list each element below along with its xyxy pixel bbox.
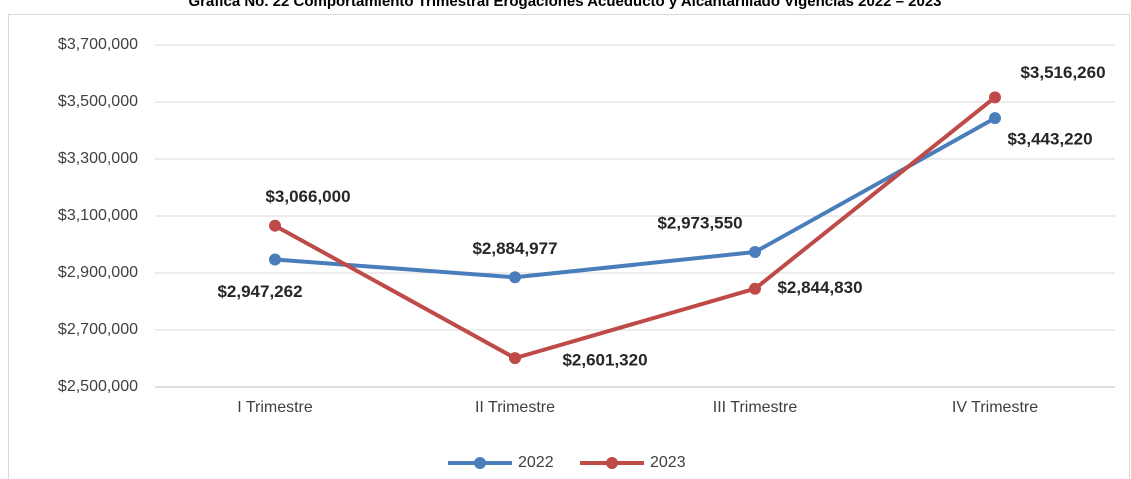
data-point	[989, 112, 1001, 125]
y-tick-label: $2,900,000	[58, 264, 138, 281]
data-label: $2,973,550	[657, 214, 742, 233]
x-tick-label: II Trimestre	[475, 399, 555, 416]
y-tick-label: $3,300,000	[58, 150, 138, 167]
x-tick-label: III Trimestre	[713, 399, 798, 416]
data-point	[749, 282, 761, 295]
chart-frame	[8, 14, 1130, 479]
y-tick-label: $2,700,000	[58, 321, 138, 338]
series-line	[274, 116, 996, 280]
data-label: $2,884,977	[472, 239, 557, 258]
data-label: $2,947,262	[217, 282, 302, 301]
data-point	[989, 91, 1001, 104]
legend-marker	[606, 457, 618, 469]
legend-marker	[474, 457, 486, 469]
data-label: $3,443,220	[1007, 130, 1092, 149]
data-point	[509, 271, 521, 284]
x-tick-label: I Trimestre	[237, 399, 313, 416]
chart-title: Gráfica No. 22 Comportamiento Trimestral…	[188, 0, 941, 10]
data-point	[269, 219, 281, 232]
x-tick-label: IV Trimestre	[952, 399, 1038, 416]
legend-label: 2022	[518, 454, 554, 471]
y-tick-label: $3,100,000	[58, 207, 138, 224]
series-line	[274, 95, 997, 361]
y-tick-label: $3,700,000	[58, 36, 138, 53]
data-point	[749, 246, 761, 259]
y-tick-label: $2,500,000	[58, 378, 138, 395]
data-label: $3,516,260	[1020, 63, 1105, 82]
data-point	[509, 352, 521, 365]
data-label: $2,601,320	[562, 351, 647, 370]
y-tick-label: $3,500,000	[58, 93, 138, 110]
data-label: $3,066,000	[265, 187, 350, 206]
data-label: $2,844,830	[777, 278, 862, 297]
legend-label: 2023	[650, 454, 686, 471]
data-point	[269, 253, 281, 266]
